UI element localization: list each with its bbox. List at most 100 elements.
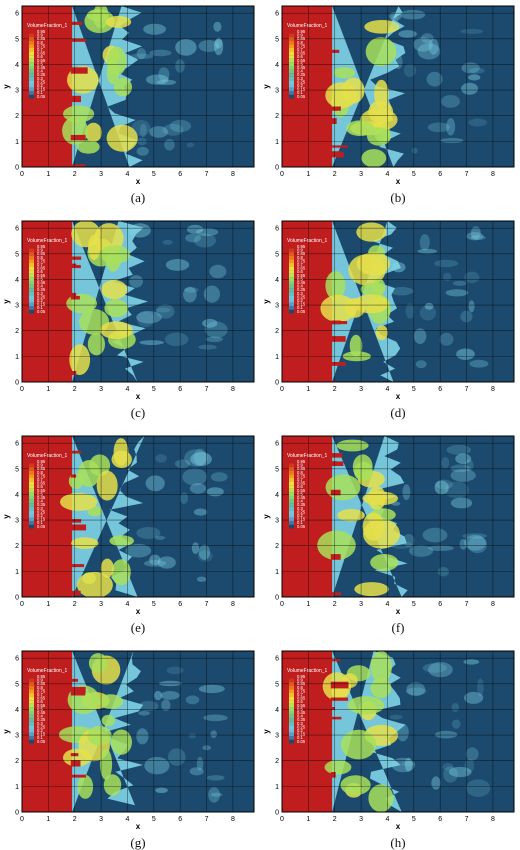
legend-label: 0.6 bbox=[37, 54, 43, 59]
spray-blob bbox=[468, 74, 481, 81]
y-tick-label: 6 bbox=[275, 226, 279, 233]
panel-caption: (g) bbox=[130, 835, 145, 850]
legend-label: 0.85 bbox=[297, 251, 306, 256]
spray-blob bbox=[156, 79, 177, 86]
legend-swatch bbox=[289, 277, 294, 281]
legend-swatch bbox=[289, 510, 294, 514]
legend-swatch bbox=[29, 732, 34, 737]
legend-label: 0.25 bbox=[297, 509, 306, 514]
legend-label: 0.45 bbox=[297, 710, 306, 715]
legend-label: 0.1 bbox=[297, 90, 303, 95]
legend-swatch bbox=[29, 514, 34, 518]
field-plot bbox=[282, 6, 514, 167]
gas-finger bbox=[70, 519, 82, 523]
gas-finger bbox=[70, 67, 88, 74]
plot-frame bbox=[21, 435, 255, 598]
mixed-blob bbox=[317, 530, 356, 561]
legend-swatch bbox=[29, 37, 34, 41]
spray-blob bbox=[464, 758, 475, 773]
legend-swatch bbox=[29, 700, 34, 704]
legend-label: 0.45 bbox=[37, 710, 46, 715]
legend-swatch bbox=[289, 685, 294, 690]
mixed-blob bbox=[368, 784, 394, 812]
spray-blob bbox=[450, 497, 473, 509]
spray-blob bbox=[451, 719, 461, 729]
legend-swatch bbox=[29, 693, 34, 697]
legend-swatch bbox=[289, 696, 294, 701]
panel-caption: (c) bbox=[131, 405, 145, 420]
legend-swatch bbox=[289, 40, 294, 45]
mixed-blob bbox=[87, 333, 105, 356]
gas-finger bbox=[70, 450, 81, 454]
spray-blob bbox=[464, 271, 480, 284]
spray-blob bbox=[450, 469, 476, 482]
spray-blob bbox=[143, 560, 167, 567]
legend-label: 0.25 bbox=[37, 294, 46, 299]
gas-finger bbox=[330, 380, 336, 382]
legend-label: 0.35 bbox=[37, 717, 46, 722]
legend-label: 0.5 bbox=[297, 276, 303, 281]
legend-swatch bbox=[289, 474, 294, 478]
legend-swatch bbox=[29, 718, 34, 722]
mixed-blob bbox=[103, 774, 122, 796]
spray-blob bbox=[404, 757, 413, 772]
mixed-blob bbox=[100, 321, 133, 340]
legend-swatch bbox=[29, 273, 34, 278]
spray-blob bbox=[166, 666, 184, 675]
legend-swatch bbox=[29, 33, 34, 38]
x-tick-label: 3 bbox=[99, 171, 103, 178]
mixed-blob bbox=[99, 748, 113, 780]
spray-blob bbox=[421, 33, 434, 44]
legend-label: 0.7 bbox=[297, 262, 303, 267]
legend-label: 0.35 bbox=[297, 72, 306, 77]
y-tick-label: 0 bbox=[275, 380, 279, 387]
panel-caption: (h) bbox=[390, 835, 405, 850]
legend-swatch bbox=[29, 721, 34, 726]
mixed-blob bbox=[101, 714, 115, 727]
legend-label: 0.3 bbox=[37, 721, 43, 726]
legend-swatch bbox=[289, 714, 294, 719]
legend-swatch bbox=[289, 306, 294, 310]
mixed-blob bbox=[365, 37, 397, 67]
legend-label: 0.95 bbox=[37, 29, 46, 34]
legend-swatch bbox=[29, 51, 34, 56]
legend-swatch bbox=[289, 460, 294, 464]
y-axis-label: y bbox=[262, 514, 271, 519]
legend-label: 0.7 bbox=[37, 477, 43, 482]
legend-swatch bbox=[289, 302, 294, 307]
y-tick-label: 0 bbox=[15, 810, 19, 817]
legend-label: 0.65 bbox=[297, 51, 306, 56]
legend-title: VolumeFraction_1 bbox=[27, 453, 68, 459]
legend-swatch bbox=[289, 682, 294, 686]
legend-swatch bbox=[29, 255, 34, 260]
spray-blob bbox=[204, 321, 228, 339]
legend-label: 0.55 bbox=[37, 58, 46, 63]
legend-label: 0.7 bbox=[297, 477, 303, 482]
legend-swatch bbox=[289, 506, 294, 511]
legend-label: 0.4 bbox=[37, 714, 43, 719]
mixed-blob bbox=[325, 82, 358, 109]
legend-swatch bbox=[29, 266, 34, 271]
y-axis-label: y bbox=[2, 84, 11, 89]
gas-finger bbox=[330, 681, 349, 689]
legend-swatch bbox=[29, 306, 34, 310]
legend-label: 0.3 bbox=[297, 506, 303, 511]
gas-finger bbox=[330, 707, 335, 710]
spray-blob bbox=[153, 690, 163, 701]
legend-swatch bbox=[29, 66, 34, 70]
legend-label: 0.4 bbox=[297, 284, 303, 289]
legend-label: 0.65 bbox=[37, 696, 46, 701]
x-tick-label: 6 bbox=[438, 601, 442, 608]
spray-blob bbox=[198, 684, 225, 694]
legend-label: 0.5 bbox=[297, 491, 303, 496]
spray-blob bbox=[460, 28, 484, 34]
legend-swatch bbox=[29, 510, 34, 514]
legend-swatch bbox=[289, 48, 294, 52]
x-tick-label: 2 bbox=[73, 386, 77, 393]
y-tick-label: 0 bbox=[15, 595, 19, 602]
legend-swatch bbox=[29, 270, 34, 274]
mixed-blob bbox=[336, 439, 369, 452]
y-tick-label: 2 bbox=[275, 758, 279, 765]
spray-blob bbox=[175, 39, 197, 56]
mixed-blob bbox=[347, 696, 385, 715]
